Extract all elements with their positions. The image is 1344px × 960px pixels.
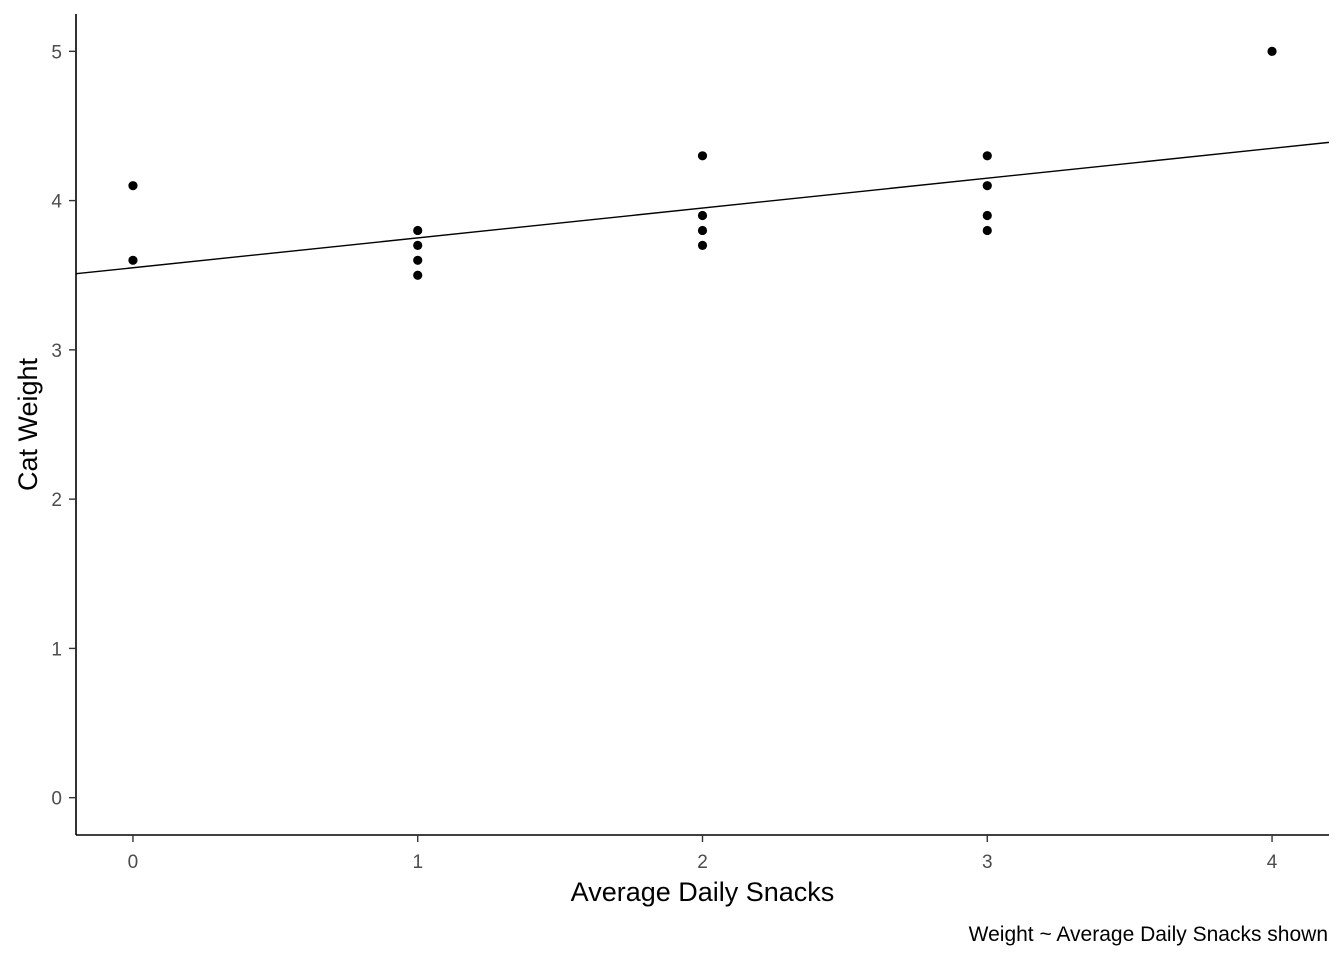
- y-tick-label: 3: [51, 341, 62, 362]
- data-point: [982, 151, 992, 161]
- y-tick-label: 0: [51, 789, 62, 810]
- data-point: [413, 225, 423, 236]
- data-point: [128, 255, 138, 265]
- data-point: [413, 270, 423, 280]
- data-point: [697, 225, 708, 236]
- x-axis-ticks: 0 1 2 3 4: [128, 835, 1278, 873]
- data-point: [413, 240, 423, 250]
- chart-caption: Weight ~ Average Daily Snacks shown: [969, 923, 1328, 946]
- x-tick-label: 2: [697, 852, 708, 873]
- data-point: [697, 240, 708, 250]
- data-point: [982, 210, 992, 221]
- regression-line: [75, 141, 1330, 275]
- y-axis-title: Cat Weight: [13, 357, 43, 491]
- y-axis-ticks: 0 1 2 3 4 5: [51, 42, 76, 810]
- data-point: [128, 181, 138, 191]
- x-tick-label: 3: [982, 852, 993, 873]
- y-tick-label: 5: [51, 42, 62, 63]
- x-tick-label: 1: [412, 852, 423, 873]
- data-point: [1267, 46, 1277, 56]
- y-tick-label: 1: [51, 639, 62, 660]
- data-point: [697, 210, 708, 221]
- data-point: [697, 151, 708, 161]
- y-tick-label: 4: [51, 192, 62, 213]
- data-point: [982, 181, 992, 191]
- x-tick-label: 0: [128, 852, 139, 873]
- y-tick-label: 2: [51, 490, 62, 511]
- plot-area: [75, 46, 1330, 280]
- data-point: [982, 225, 992, 236]
- x-tick-label: 4: [1267, 852, 1278, 873]
- data-point: [413, 255, 423, 265]
- x-axis-title: Average Daily Snacks: [571, 877, 835, 907]
